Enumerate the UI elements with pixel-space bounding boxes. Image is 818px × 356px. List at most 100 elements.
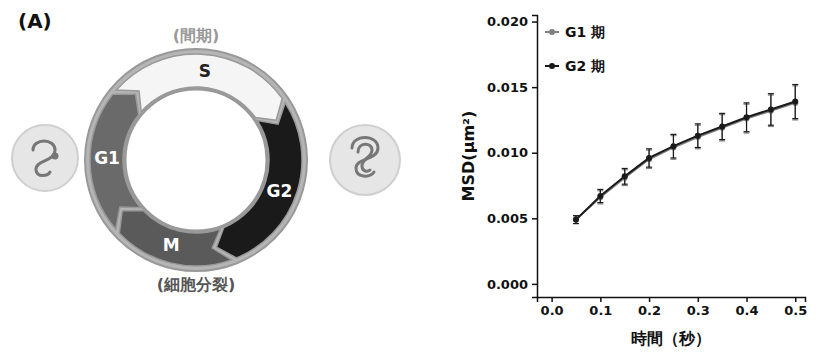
error-bar-cap — [792, 84, 798, 85]
series-point — [744, 114, 750, 120]
y-tick: 0.000 — [487, 277, 537, 292]
error-bar-cap — [573, 223, 579, 224]
x-tick-label: 0.0 — [541, 303, 564, 318]
error-bar — [670, 134, 676, 158]
series-point — [670, 143, 676, 149]
y-tick-mark — [532, 284, 537, 286]
error-bar-cap — [744, 132, 750, 133]
x-tick: 0.1 — [589, 297, 612, 318]
legend-marker — [549, 63, 555, 69]
y-axis-title: MSD(μm²) — [459, 111, 478, 202]
legend-item: G2 期 — [545, 58, 605, 74]
cell-cycle-diagram: SG2MG1(間期)(細胞分裂) — [12, 26, 400, 294]
panel-label: (A) — [18, 9, 52, 33]
error-bar-cap — [597, 203, 603, 204]
series-point — [719, 123, 725, 129]
legend-label: G2 期 — [565, 58, 605, 74]
phase-label: M — [163, 235, 180, 255]
y-tick: 0.010 — [487, 145, 537, 160]
error-bar-cap — [670, 157, 676, 158]
error-bar-cap — [573, 215, 579, 216]
error-bar-cap — [695, 148, 701, 149]
chromosome-icon-bg — [12, 125, 78, 191]
chromosome-icon-bg — [330, 125, 400, 195]
error-bar — [597, 189, 603, 202]
phase-arrow — [90, 94, 141, 229]
error-bar — [744, 103, 750, 132]
error-bar — [573, 216, 579, 224]
figure: (A)SG2MG1(間期)(細胞分裂)0.00.10.20.30.40.50.0… — [0, 0, 818, 356]
y-tick-mark — [532, 218, 537, 220]
x-tick-mark — [698, 297, 700, 302]
chart: 0.00.10.20.30.40.50.0000.0050.0100.0150.… — [459, 14, 807, 348]
error-bar-cap — [622, 168, 628, 169]
error-bar-cap — [670, 159, 676, 160]
error-bar-cap — [792, 119, 798, 120]
error-bar — [719, 113, 725, 139]
chromosome-icon — [358, 144, 372, 171]
x-tick: 0.2 — [638, 297, 661, 318]
series — [573, 86, 798, 224]
series-point — [573, 217, 579, 223]
error-bar — [768, 94, 774, 125]
y-tick-mark — [532, 21, 537, 23]
legend-label: G1 期 — [565, 24, 605, 40]
x-tick-label: 0.3 — [687, 303, 710, 318]
x-tick: 0.0 — [541, 297, 564, 318]
x-tick: 0.4 — [736, 297, 759, 318]
plot-area — [573, 85, 798, 224]
error-bar-cap — [719, 140, 725, 141]
outer-ring — [85, 49, 307, 271]
error-bar-cap — [670, 134, 676, 135]
x-tick-mark — [795, 297, 797, 302]
y-tick: 0.020 — [487, 14, 537, 29]
error-bar-cap — [622, 184, 628, 185]
x-tick-mark — [551, 297, 553, 302]
error-bar — [622, 168, 628, 184]
y-tick-label: 0.010 — [487, 145, 528, 160]
x-axis-title: 時間（秒） — [631, 329, 711, 348]
x-tick-mark — [746, 297, 748, 302]
error-bar-cap — [597, 202, 603, 203]
y-axis-line — [532, 16, 538, 298]
phase-label: S — [199, 61, 211, 81]
chromosome-icon — [33, 141, 55, 176]
error-bar-cap — [573, 215, 579, 216]
error-bar-cap — [622, 185, 628, 186]
y-tick-label: 0.005 — [487, 211, 528, 226]
series-point — [622, 173, 628, 179]
series-point — [768, 106, 774, 112]
x-tick: 0.5 — [784, 297, 807, 318]
phase-arrow — [217, 103, 302, 258]
phase-label: G1 — [94, 148, 120, 168]
x-tick-label: 0.2 — [638, 303, 661, 318]
y-tick-label: 0.020 — [487, 14, 528, 29]
x-axis: 0.0 0.1 0.2 0.3 0.4 0.5 — [538, 297, 808, 318]
chromosome-icon — [352, 138, 378, 177]
inner-ring — [125, 89, 267, 231]
series-point — [573, 217, 579, 223]
x-tick-label: 0.1 — [589, 303, 612, 318]
error-bar-cap — [695, 147, 701, 148]
error-bar-cap — [719, 139, 725, 140]
series-line — [576, 102, 795, 220]
series — [573, 85, 798, 224]
legend: G1 期 G2 期 — [545, 24, 605, 74]
series-point — [646, 155, 652, 161]
x-axis-line — [538, 298, 806, 303]
y-axis: 0.0000.0050.0100.0150.020 — [487, 14, 538, 297]
error-bar-cap — [768, 126, 774, 127]
series-line — [576, 103, 795, 220]
phase-arrow — [116, 54, 282, 120]
error-bar-cap — [744, 102, 750, 103]
x-tick-mark — [649, 297, 651, 302]
series-point — [597, 193, 603, 199]
error-bar-cap — [792, 118, 798, 119]
error-bar-cap — [744, 131, 750, 132]
error-bar-cap — [768, 125, 774, 126]
error-bar-cap — [573, 223, 579, 224]
series-point — [792, 99, 798, 105]
error-bar-cap — [646, 167, 652, 168]
x-tick-label: 0.4 — [736, 303, 759, 318]
error-bar — [792, 85, 798, 119]
